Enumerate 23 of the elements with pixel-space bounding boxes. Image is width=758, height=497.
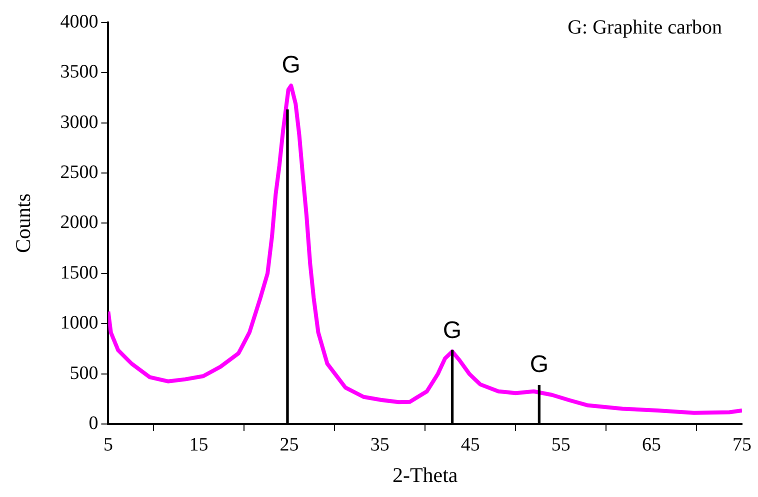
y-tick-label: 2500 xyxy=(60,162,98,183)
y-tick-label: 4000 xyxy=(60,11,98,32)
x-tick-label: 25 xyxy=(280,434,299,456)
y-tick-label: 2000 xyxy=(60,212,98,234)
y-tick-label: 3500 xyxy=(60,62,98,83)
y-axis-title: Counts xyxy=(11,193,36,253)
y-tick-label: 0 xyxy=(88,412,98,434)
annotation: G xyxy=(442,317,462,344)
y-tick-label: 3000 xyxy=(60,112,98,133)
x-tick-label: 35 xyxy=(370,434,390,456)
y-tick-label: 1000 xyxy=(60,312,98,334)
x-tick-label: 5 xyxy=(103,434,113,456)
annotation: G: Graphite carbon xyxy=(568,16,722,39)
y-tick-label: 500 xyxy=(70,362,98,384)
x-axis-title: 2-Theta xyxy=(392,462,458,487)
x-tick-label: 75 xyxy=(732,434,752,456)
x-tick-label: 65 xyxy=(642,434,661,456)
x-tick-label: 15 xyxy=(189,434,208,456)
y-tick-label: 1500 xyxy=(60,262,98,284)
x-tick-label: 55 xyxy=(551,434,570,456)
annotation: G xyxy=(530,350,549,378)
annotation: G xyxy=(282,51,300,78)
x-tick-label: 45 xyxy=(460,434,480,456)
